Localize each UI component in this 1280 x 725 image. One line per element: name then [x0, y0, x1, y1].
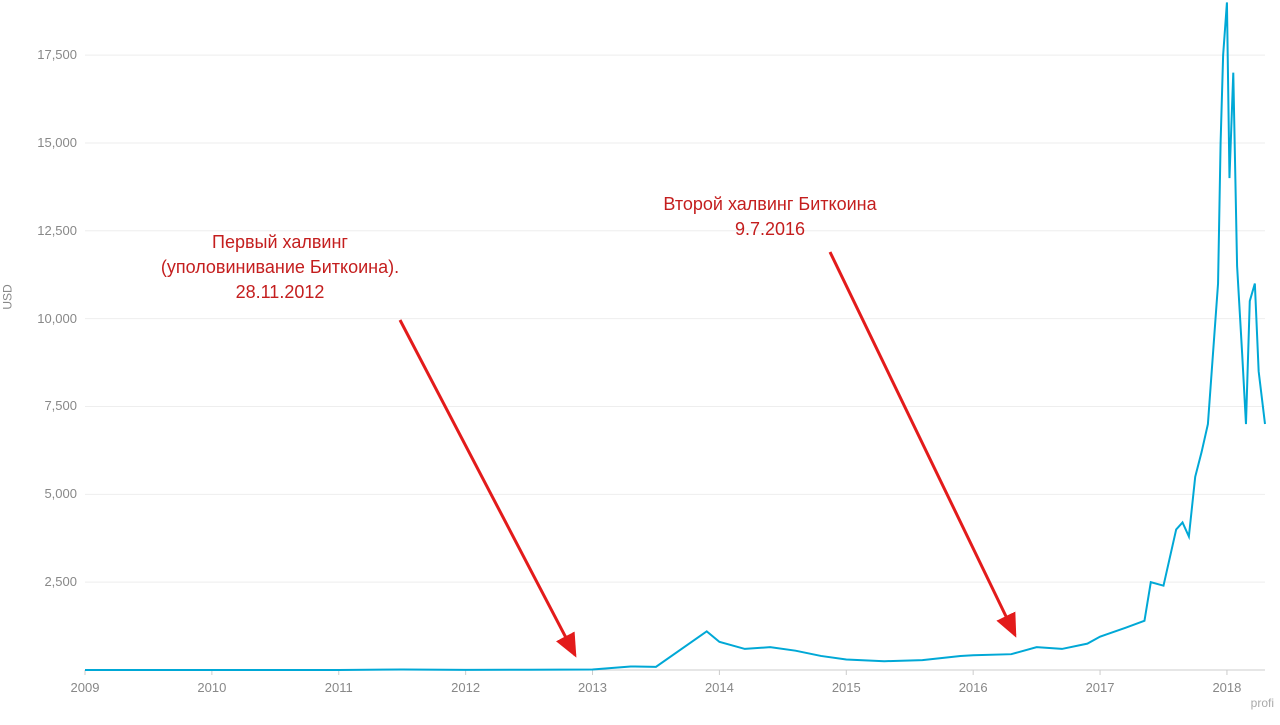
x-tick-label: 2018 [1207, 680, 1247, 695]
x-tick-label: 2014 [699, 680, 739, 695]
arrow-first-halving [400, 320, 575, 655]
x-tick-label: 2017 [1080, 680, 1120, 695]
y-tick-label: 2,500 [17, 574, 77, 589]
y-tick-label: 17,500 [17, 47, 77, 62]
annotation-second-halving: Второй халвинг Биткоина9.7.2016 [620, 192, 920, 242]
annotation-first-halving: Первый халвинг(уполовинивание Биткоина).… [130, 230, 430, 306]
y-tick-label: 5,000 [17, 486, 77, 501]
x-tick-label: 2015 [826, 680, 866, 695]
arrow-second-halving [830, 252, 1015, 635]
chart-svg [0, 0, 1280, 720]
y-tick-label: 15,000 [17, 135, 77, 150]
x-tick-label: 2010 [192, 680, 232, 695]
x-tick-label: 2011 [319, 680, 359, 695]
y-tick-label: 7,500 [17, 398, 77, 413]
y-axis-title: USD [1, 284, 15, 309]
y-tick-label: 12,500 [17, 223, 77, 238]
y-tick-label: 10,000 [17, 311, 77, 326]
x-tick-label: 2013 [573, 680, 613, 695]
x-tick-label: 2009 [65, 680, 105, 695]
x-tick-label: 2012 [446, 680, 486, 695]
x-tick-label: 2016 [953, 680, 993, 695]
price-line [85, 2, 1265, 670]
bitcoin-price-chart: USD 2,500 5,000 7,500 10,000 12,500 15,000 17,… [0, 0, 1280, 720]
watermark: profi [1251, 696, 1274, 710]
